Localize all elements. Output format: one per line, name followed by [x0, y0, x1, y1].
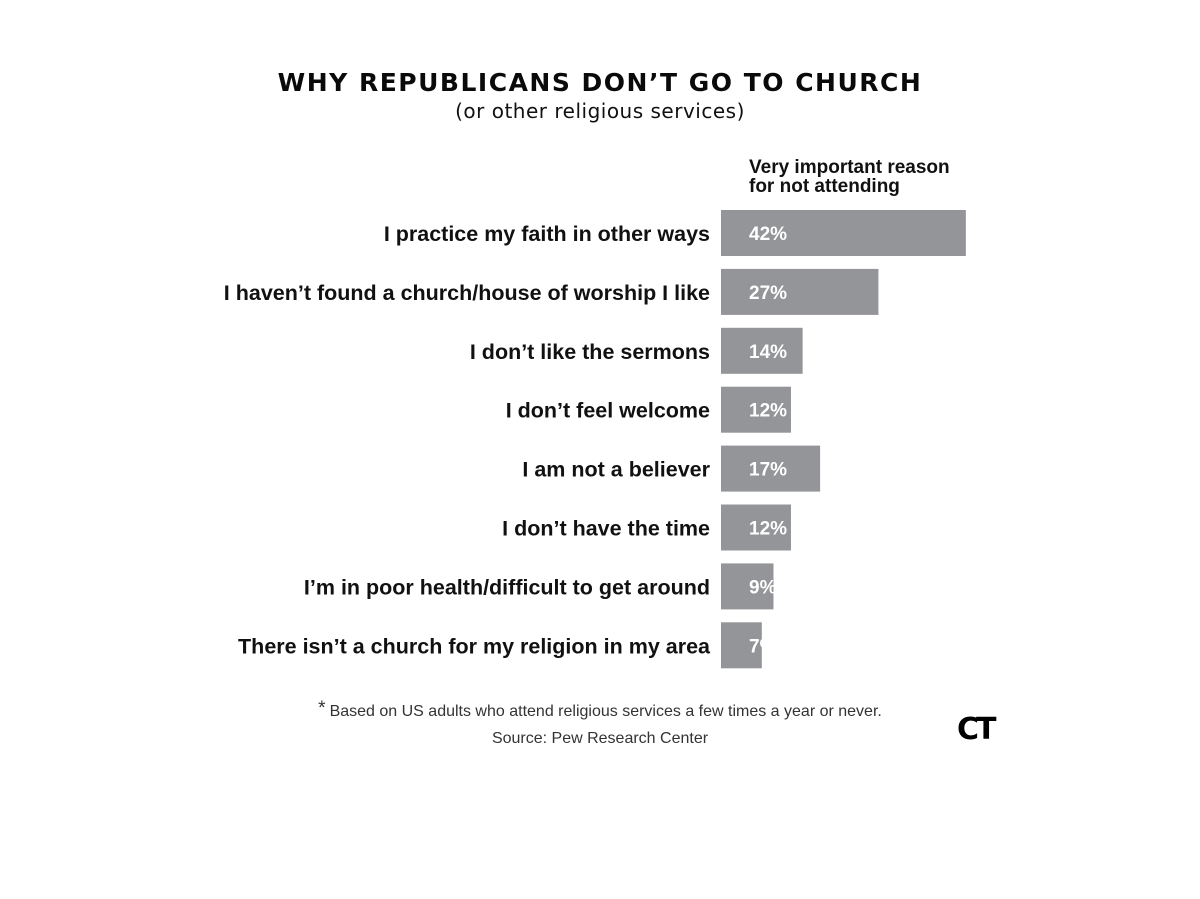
source-note: Source: Pew Research Center — [491, 730, 709, 747]
bar-value-label: 42% — [749, 224, 787, 245]
bar — [721, 504, 791, 551]
bar-value-label: 7% — [749, 636, 777, 657]
bar — [721, 445, 821, 492]
footnote: * Based on US adults who attend religious… — [0, 698, 1200, 721]
bar — [721, 327, 803, 374]
category-label: I don’t like the sermons — [470, 340, 710, 364]
category-label: I haven’t found a church/house of worshi… — [224, 281, 710, 305]
footnote-marker: * — [318, 698, 326, 719]
bar-value-label: 14% — [749, 342, 787, 363]
series-header-line-1: Very important reason — [749, 157, 950, 178]
bar-value-label: 17% — [749, 460, 787, 481]
category-label: I’m in poor health/difficult to get arou… — [304, 575, 710, 599]
bar — [721, 563, 774, 610]
category-label: I am not a believer — [522, 458, 710, 482]
bar — [721, 622, 762, 669]
category-label: There isn’t a church for my religion in … — [238, 634, 711, 658]
footnote-text: Based on US adults who attend religious … — [329, 703, 882, 720]
bar — [721, 268, 879, 315]
bar-value-label: 27% — [749, 283, 787, 304]
ct-logo: CT — [957, 712, 997, 747]
bar-value-label: 9% — [749, 577, 777, 598]
series-header: Very important reason for not attending — [749, 158, 1009, 196]
category-label: I practice my faith in other ways — [384, 222, 710, 246]
bar-value-label: 12% — [749, 519, 787, 540]
chart-title: WHY REPUBLICANS DON’T GO TO CHURCH — [277, 68, 923, 97]
chart-subtitle: (or other religious services) — [455, 99, 745, 123]
bar-value-label: 12% — [749, 401, 787, 422]
category-label: I don’t feel welcome — [506, 399, 710, 423]
bar — [721, 210, 966, 256]
bar — [721, 386, 791, 433]
series-header-line-2: for not attending — [749, 176, 900, 197]
category-label: I don’t have the time — [502, 517, 710, 541]
